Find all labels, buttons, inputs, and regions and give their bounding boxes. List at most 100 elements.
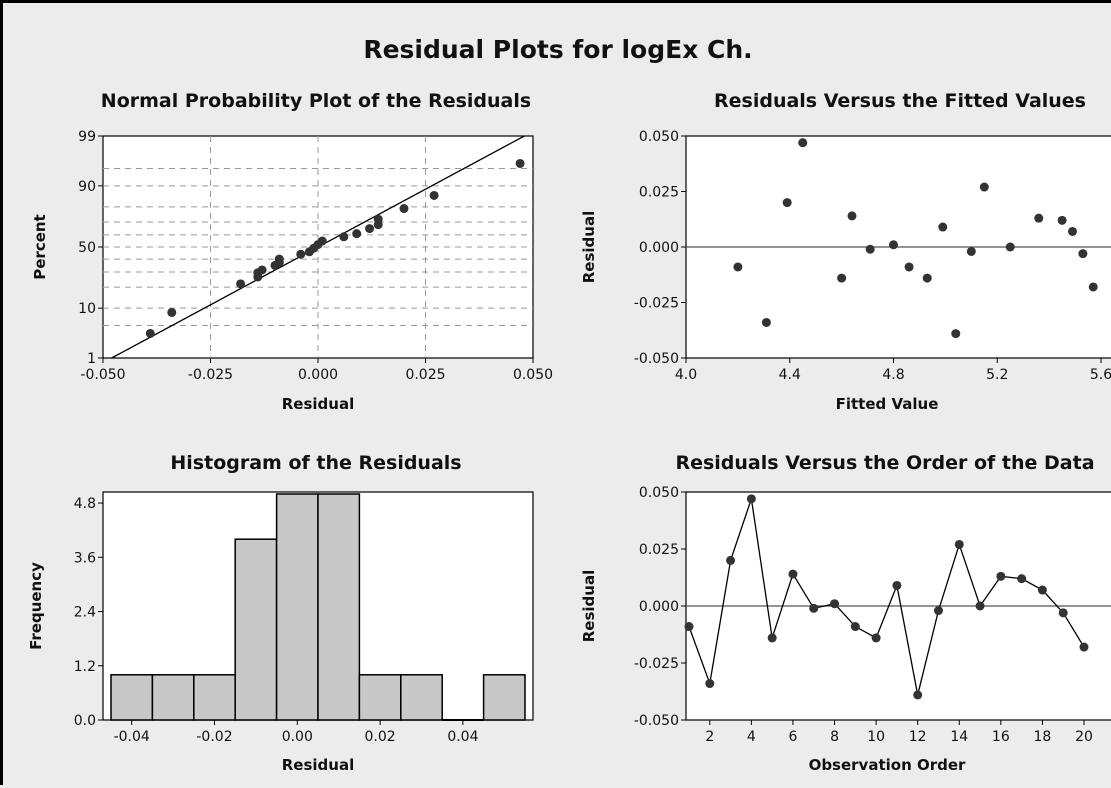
x-tick-label: 0.02 [365,729,396,745]
x-tick-label: 4 [747,729,756,745]
residuals-vs-order-plot: Residuals Versus the Order of the Data 2 4… [580,452,1111,774]
x-tick-label: 2 [705,729,714,745]
residual-point [236,279,246,289]
residual-point [274,254,284,264]
y-tick-label: 99 [78,129,96,145]
x-tick-label: 16 [992,729,1010,745]
x-axis-label: Observation Order [809,756,966,774]
residual-point [1017,574,1027,584]
figure-title: Residual Plots for logEx Ch. [363,35,752,64]
residual-point [951,329,961,339]
histogram-bar [482,674,526,721]
panel-title: Histogram of the Residuals [170,452,461,474]
y-axis-label: Percent [31,214,49,279]
residual-point [1037,585,1047,595]
x-axis-label: Fitted Value [836,395,939,413]
y-tick-label: 0.025 [639,542,679,558]
y-tick-label: 1 [87,351,96,367]
residual-point [1088,282,1098,292]
y-tick-label: 4.8 [74,496,96,512]
y-axis-label: Frequency [27,562,45,650]
residual-point [904,262,914,272]
y-tick-label: 0.000 [639,240,679,256]
residual-point [871,633,881,643]
residual-point [938,222,948,232]
residual-point [726,555,736,565]
residual-point [257,265,267,275]
residual-point [339,232,349,242]
histogram-bar [234,538,278,721]
y-tick-label: -0.050 [634,351,679,367]
residual-point [975,601,985,611]
residual-point [892,580,902,590]
residual-point [515,158,525,168]
panel-title: Normal Probability Plot of the Residuals [101,90,531,112]
residual-point [996,571,1006,581]
residual-point [847,211,857,221]
x-tick-label: 4.4 [779,367,801,383]
y-tick-label: 1.2 [74,659,96,675]
histogram-bar [110,674,154,721]
residual-point [1058,608,1068,618]
y-tick-label: 0.000 [639,599,679,615]
y-tick-label: 0.050 [639,485,679,501]
residual-point [761,317,771,327]
x-tick-label: -0.02 [196,729,232,745]
histogram-of-residuals: Histogram of the Residuals-0.04 -0.02 0.00… [27,452,534,774]
residual-point [365,224,375,234]
x-tick-label: 0.000 [298,367,338,383]
panel-title: Residuals Versus the Fitted Values [714,90,1086,112]
x-tick-label: 0.04 [447,729,478,745]
residual-point [966,246,976,256]
y-tick-label: 0.0 [74,713,96,729]
x-tick-label: -0.025 [188,367,233,383]
residual-point [933,606,943,616]
normal-probability-plot: Normal Probability Plot of the Residuals… [31,90,553,413]
residual-point [352,229,362,239]
residual-point [809,603,819,613]
residual-point [1067,226,1077,236]
histogram-bar [275,493,319,721]
histogram-bar [358,674,402,721]
residual-point [1034,213,1044,223]
y-tick-label: -0.050 [634,713,679,729]
x-tick-label: 10 [867,729,885,745]
x-tick-label: 0.025 [405,367,445,383]
x-axis-label: Residual [282,756,354,774]
x-tick-label: 14 [950,729,968,745]
residual-point [1005,242,1015,252]
residual-point [1078,249,1088,259]
residual-point [296,249,306,259]
x-tick-label: -0.050 [80,367,125,383]
residual-plots-figure: Residual Plots for logEx Ch. Normal Prob… [27,35,1111,774]
y-tick-label: -0.025 [634,656,679,672]
residual-point [850,622,860,632]
x-tick-label: 4.8 [882,367,904,383]
residual-point [979,182,989,192]
y-axis-label: Residual [580,211,598,283]
histogram-bar [317,493,361,721]
x-tick-label: 5.6 [1090,367,1111,383]
residual-point [837,273,847,283]
panel-title: Residuals Versus the Order of the Data [675,452,1094,474]
x-tick-label: 0.050 [513,367,553,383]
residual-point [399,204,409,214]
x-tick-label: 8 [830,729,839,745]
residual-point [767,633,777,643]
residual-point [705,679,715,689]
y-tick-label: 0.025 [639,185,679,201]
y-tick-label: 10 [78,301,96,317]
x-tick-label: 4.0 [675,367,697,383]
residual-point [865,244,875,254]
residual-point [684,622,694,632]
y-tick-label: -0.025 [634,296,679,312]
x-tick-label: 6 [788,729,797,745]
x-tick-label: 0.00 [282,729,313,745]
x-axis-label: Residual [282,395,354,413]
x-tick-label: -0.04 [114,729,150,745]
y-tick-label: 3.6 [74,550,96,566]
x-tick-label: 12 [909,729,927,745]
residual-point [145,328,155,338]
residual-point [798,138,808,148]
